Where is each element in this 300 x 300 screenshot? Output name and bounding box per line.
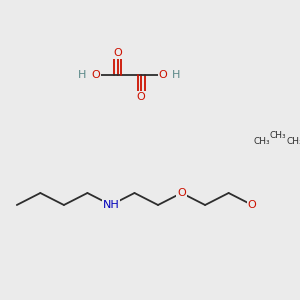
Text: O: O	[113, 48, 122, 58]
Text: O: O	[137, 92, 146, 102]
Text: O: O	[248, 200, 256, 210]
Text: O: O	[177, 188, 186, 198]
Text: H: H	[78, 70, 87, 80]
Text: O: O	[92, 70, 100, 80]
Text: CH₃: CH₃	[287, 137, 300, 146]
Text: O: O	[159, 70, 167, 80]
Text: H: H	[172, 70, 181, 80]
Text: NH: NH	[103, 200, 119, 210]
Text: CH₃: CH₃	[253, 137, 270, 146]
Text: CH₃: CH₃	[270, 131, 286, 140]
